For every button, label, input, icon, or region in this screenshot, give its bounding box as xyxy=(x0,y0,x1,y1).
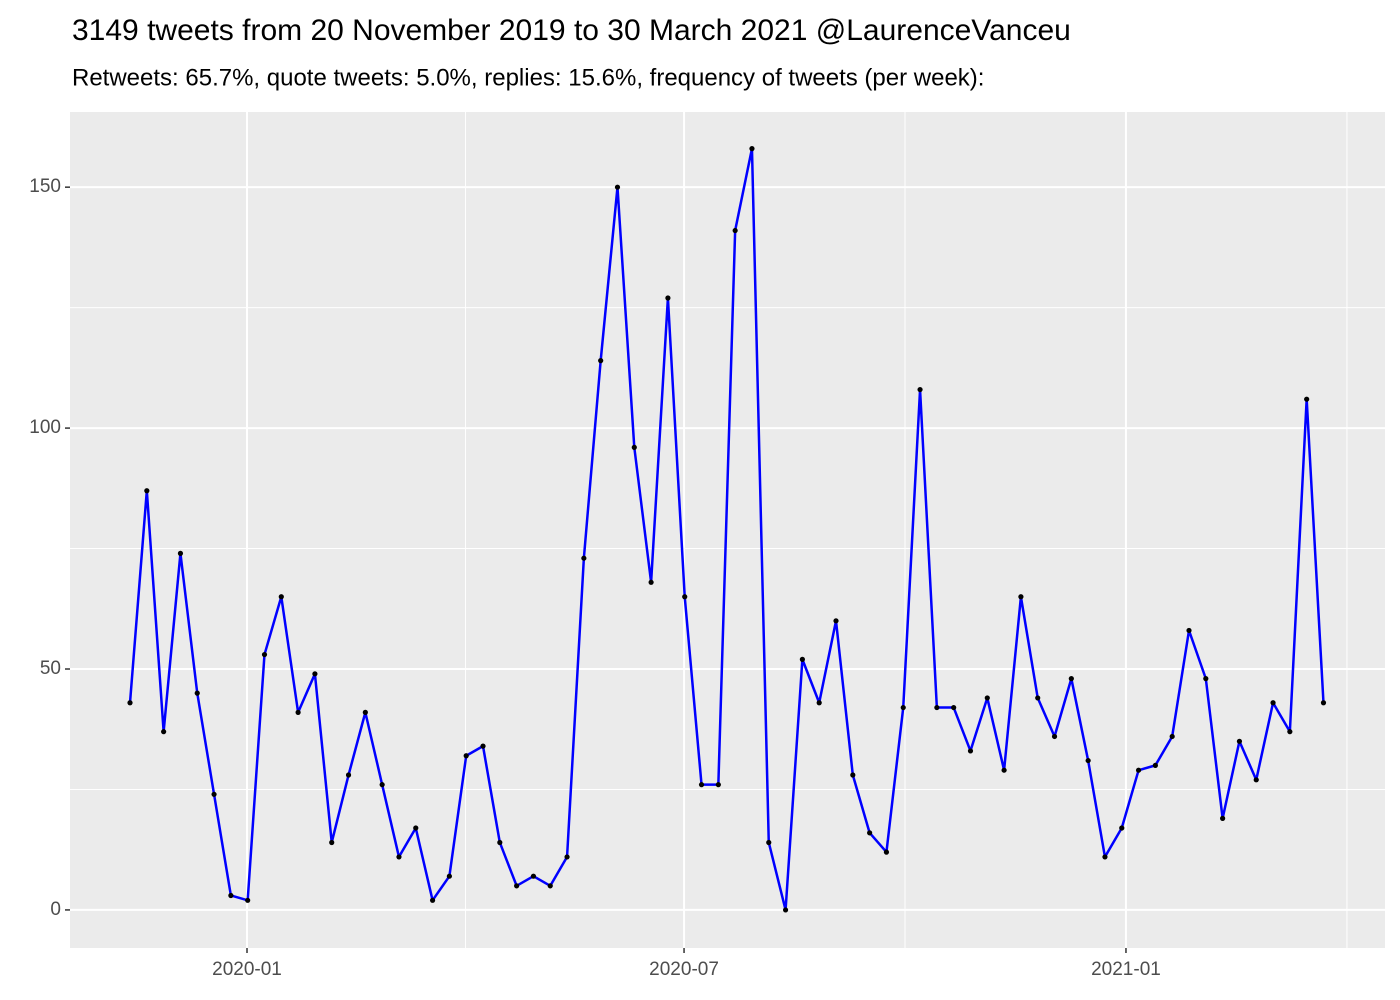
point xyxy=(177,550,184,556)
point xyxy=(614,184,621,190)
point xyxy=(228,892,234,899)
point xyxy=(514,883,520,889)
point xyxy=(446,873,452,879)
x-tick-label: 2021-01 xyxy=(1091,959,1161,980)
point xyxy=(900,704,906,711)
point xyxy=(1102,854,1108,860)
point xyxy=(850,772,856,778)
point xyxy=(530,873,537,879)
point xyxy=(816,700,822,706)
point xyxy=(951,704,957,711)
point xyxy=(362,709,368,715)
point xyxy=(883,849,890,855)
point xyxy=(1203,676,1209,682)
point xyxy=(682,594,688,600)
point xyxy=(1287,729,1293,735)
point xyxy=(799,656,805,662)
point xyxy=(766,839,772,846)
point xyxy=(749,146,755,152)
point xyxy=(278,594,284,600)
panel xyxy=(70,112,1385,948)
point xyxy=(413,825,419,831)
x-tick-label: 2020-07 xyxy=(649,959,719,980)
point xyxy=(1253,777,1259,783)
line xyxy=(128,147,1325,912)
point xyxy=(1119,825,1125,831)
point xyxy=(581,555,587,561)
point xyxy=(245,897,251,903)
point xyxy=(631,444,637,450)
point xyxy=(1152,762,1158,768)
point xyxy=(463,753,469,759)
point xyxy=(698,782,705,788)
point xyxy=(967,748,974,754)
point xyxy=(598,358,604,364)
point xyxy=(396,854,402,860)
y-tick-label: 100 xyxy=(29,417,61,438)
point xyxy=(1236,738,1243,744)
point xyxy=(127,700,133,706)
point xyxy=(194,690,200,696)
point xyxy=(648,579,654,585)
point xyxy=(833,618,839,624)
point xyxy=(295,709,301,715)
chart-title: 3149 tweets from 20 November 2019 to 30 … xyxy=(72,14,1071,47)
y-tick-label: 0 xyxy=(50,899,61,920)
point xyxy=(345,772,352,778)
point xyxy=(1051,733,1058,740)
point xyxy=(429,897,436,903)
point xyxy=(1169,733,1175,740)
point xyxy=(547,883,553,889)
point xyxy=(782,907,789,913)
point xyxy=(497,839,503,846)
point xyxy=(732,227,738,234)
point xyxy=(480,743,486,749)
point xyxy=(917,386,923,393)
point xyxy=(1220,815,1226,821)
x-tick-label: 2020-01 xyxy=(212,959,282,980)
point xyxy=(1001,767,1007,773)
point xyxy=(312,671,318,677)
point xyxy=(934,704,940,711)
point xyxy=(261,651,268,658)
point xyxy=(379,782,385,788)
point xyxy=(211,791,217,797)
point xyxy=(867,830,873,836)
point xyxy=(1320,700,1327,706)
chart-subtitle: Retweets: 65.7%, quote tweets: 5.0%, rep… xyxy=(72,64,984,91)
point xyxy=(984,695,990,701)
point xyxy=(144,488,150,494)
point xyxy=(1186,627,1192,634)
point xyxy=(1068,676,1074,682)
point xyxy=(564,854,570,860)
point xyxy=(329,839,335,846)
point xyxy=(161,729,167,735)
point xyxy=(715,782,721,788)
point xyxy=(1035,695,1041,701)
point xyxy=(1085,757,1091,764)
y-tick-label: 150 xyxy=(29,176,61,197)
point xyxy=(665,295,671,301)
y-tick-label: 50 xyxy=(40,658,61,679)
point xyxy=(1304,396,1310,402)
point xyxy=(1270,700,1276,706)
point xyxy=(1135,767,1142,773)
point xyxy=(1018,594,1024,600)
